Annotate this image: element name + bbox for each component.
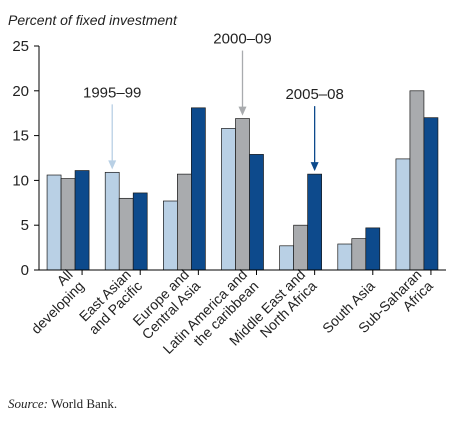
y-tick-label: 20 xyxy=(12,83,29,100)
bar xyxy=(279,245,294,271)
bar xyxy=(177,173,192,271)
bar xyxy=(74,170,90,271)
bar-chart: Percent of fixed investment 0 5 10 15 20 25 A… xyxy=(8,12,446,357)
bar xyxy=(118,197,134,271)
bar xyxy=(409,90,425,271)
annotation-arrow-head xyxy=(108,160,117,170)
bar xyxy=(365,227,381,271)
y-tick-label: 0 xyxy=(21,262,29,279)
source-note: Source: World Bank. xyxy=(8,396,117,412)
bar xyxy=(235,118,250,271)
y-axis-title: Percent of fixed investment xyxy=(8,12,178,28)
y-tick-label: 15 xyxy=(12,128,29,145)
bar xyxy=(46,174,62,271)
bar xyxy=(132,192,148,271)
bar xyxy=(104,171,120,271)
bar xyxy=(351,238,367,271)
bar xyxy=(221,128,236,271)
bars xyxy=(46,90,439,271)
source-label: Source: xyxy=(8,396,48,411)
bar xyxy=(423,117,439,271)
y-tick-label: 25 xyxy=(12,38,29,55)
annotation-arrow-head xyxy=(310,162,319,172)
series-annotation-label: 2005–08 xyxy=(285,86,343,103)
y-tick-label: 10 xyxy=(12,172,29,189)
annotation-arrow-head xyxy=(238,106,247,116)
bar xyxy=(307,173,322,271)
bar xyxy=(60,178,76,271)
bar xyxy=(395,158,411,271)
series-annotation-label: 2000–09 xyxy=(213,31,271,48)
bar xyxy=(293,224,308,271)
bar xyxy=(163,200,178,271)
series-annotations: 1995–99 2000–09 2005–08 xyxy=(83,31,344,172)
x-tick-label: East Asianand Pacific xyxy=(74,266,145,337)
y-axis: 0 5 10 15 20 25 xyxy=(12,38,39,279)
y-tick-label: 5 xyxy=(21,217,29,234)
bar xyxy=(191,107,206,271)
bar xyxy=(337,243,353,271)
source-text: World Bank. xyxy=(50,396,118,411)
series-annotation-label: 1995–99 xyxy=(83,84,141,101)
bar xyxy=(249,154,264,271)
